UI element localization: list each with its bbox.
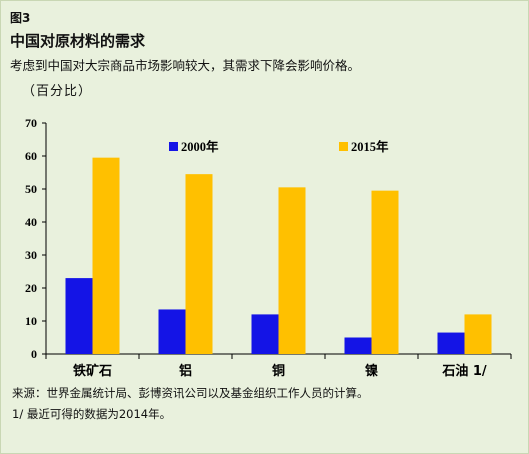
- y-tick-label: 60: [25, 149, 37, 163]
- y-tick-label: 70: [25, 116, 37, 130]
- legend-label: 2000年: [181, 139, 219, 154]
- bar-series1: [65, 278, 93, 354]
- legend-swatch: [339, 142, 348, 151]
- y-tick-label: 30: [25, 248, 37, 262]
- chart-subtitle: 考虑到中国对大宗商品市场影响较大，其需求下降会影响价格。: [10, 58, 361, 73]
- figure-label: 图3: [10, 11, 31, 25]
- bar-series2: [371, 190, 399, 354]
- x-tick-label: 铜: [271, 363, 285, 379]
- bars: [65, 157, 492, 354]
- bar-series2: [278, 187, 306, 354]
- x-tick-label: 铁矿石: [72, 363, 112, 379]
- x-tick-label: 铝: [179, 363, 192, 379]
- legend-swatch: [169, 142, 178, 151]
- y-tick-label: 10: [25, 314, 37, 328]
- footnote: 1/ 最近可得的数据为2014年。: [12, 407, 172, 421]
- x-tick-label: 石油 1/: [441, 363, 487, 379]
- legend-label: 2015年: [351, 139, 389, 154]
- bar-series1: [344, 337, 372, 354]
- legend: 2000年 2015年: [169, 139, 389, 154]
- y-axis: 0 10 20 30 40 50 60 70: [25, 116, 47, 361]
- bar-series1: [437, 332, 465, 354]
- y-tick-label: 0: [31, 347, 37, 361]
- x-tick-label: 镍: [365, 363, 378, 379]
- y-tick-label: 50: [25, 182, 37, 196]
- bar-series2: [464, 314, 492, 354]
- chart-title: 中国对原材料的需求: [10, 32, 146, 50]
- y-tick-label: 20: [25, 281, 37, 295]
- bar-series2: [92, 157, 120, 354]
- unit-label: （百分比）: [22, 84, 93, 99]
- source-note: 来源：世界金属统计局、彭博资讯公司以及基金组织工作人员的计算。: [12, 386, 369, 400]
- bar-series1: [158, 309, 186, 354]
- bar-series2: [185, 174, 213, 354]
- x-axis: 铁矿石 铝 铜 镍 石油 1/: [45, 353, 512, 379]
- y-tick-label: 40: [25, 215, 37, 229]
- bar-series1: [251, 314, 279, 354]
